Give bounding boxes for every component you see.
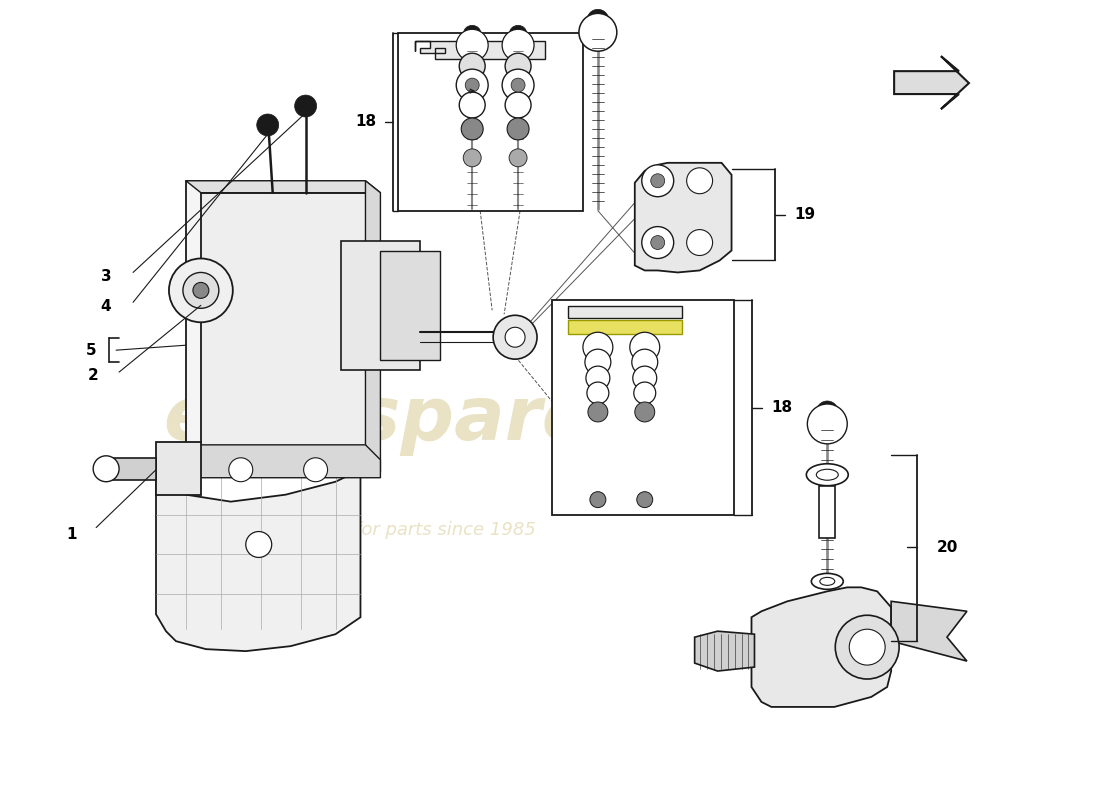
Circle shape xyxy=(94,456,119,482)
Text: 18: 18 xyxy=(771,401,792,415)
Circle shape xyxy=(637,492,652,508)
Circle shape xyxy=(686,168,713,194)
Circle shape xyxy=(493,315,537,359)
Circle shape xyxy=(835,615,899,679)
Polygon shape xyxy=(894,56,969,109)
Circle shape xyxy=(502,69,534,101)
Circle shape xyxy=(456,30,488,61)
Circle shape xyxy=(651,174,664,188)
Text: 1: 1 xyxy=(66,527,77,542)
Text: a passion for parts since 1985: a passion for parts since 1985 xyxy=(264,521,537,538)
Circle shape xyxy=(505,92,531,118)
Polygon shape xyxy=(365,181,381,472)
Text: 18: 18 xyxy=(355,114,376,130)
Circle shape xyxy=(630,332,660,362)
Circle shape xyxy=(183,273,219,308)
Circle shape xyxy=(459,54,485,79)
Circle shape xyxy=(631,349,658,375)
Polygon shape xyxy=(201,193,381,472)
Polygon shape xyxy=(381,250,440,360)
Circle shape xyxy=(505,327,525,347)
Polygon shape xyxy=(156,442,201,494)
Bar xyxy=(398,34,583,210)
Ellipse shape xyxy=(820,578,835,586)
Circle shape xyxy=(304,458,328,482)
Circle shape xyxy=(502,30,534,61)
Polygon shape xyxy=(186,445,381,478)
Circle shape xyxy=(507,118,529,140)
Circle shape xyxy=(641,226,673,258)
Polygon shape xyxy=(635,163,732,273)
Circle shape xyxy=(192,282,209,298)
Polygon shape xyxy=(341,241,420,370)
Bar xyxy=(820,486,835,538)
Polygon shape xyxy=(111,458,156,480)
Text: 3: 3 xyxy=(101,269,111,284)
Text: 4: 4 xyxy=(101,299,111,314)
Circle shape xyxy=(465,78,480,92)
Text: 2: 2 xyxy=(88,367,99,382)
Polygon shape xyxy=(186,181,381,193)
Text: 20: 20 xyxy=(936,540,958,555)
Circle shape xyxy=(583,332,613,362)
Text: eurospares: eurospares xyxy=(163,383,638,457)
Text: 19: 19 xyxy=(795,207,816,222)
Text: 5: 5 xyxy=(86,342,97,358)
Bar xyxy=(552,300,734,514)
Ellipse shape xyxy=(812,574,844,590)
Circle shape xyxy=(579,14,617,51)
Ellipse shape xyxy=(806,464,848,486)
Circle shape xyxy=(229,458,253,482)
Circle shape xyxy=(849,630,886,665)
Circle shape xyxy=(807,404,847,444)
Circle shape xyxy=(587,402,608,422)
Polygon shape xyxy=(156,470,361,651)
Polygon shape xyxy=(568,306,682,318)
Polygon shape xyxy=(891,602,967,661)
Circle shape xyxy=(587,10,609,31)
Circle shape xyxy=(509,149,527,167)
Circle shape xyxy=(651,235,664,250)
Circle shape xyxy=(245,531,272,558)
Circle shape xyxy=(456,69,488,101)
Circle shape xyxy=(509,26,527,43)
Polygon shape xyxy=(694,631,755,671)
Polygon shape xyxy=(751,587,891,707)
Ellipse shape xyxy=(816,470,838,480)
Circle shape xyxy=(641,165,673,197)
Circle shape xyxy=(461,118,483,140)
Circle shape xyxy=(686,230,713,255)
Circle shape xyxy=(169,258,233,322)
Circle shape xyxy=(587,382,609,404)
Circle shape xyxy=(590,492,606,508)
Circle shape xyxy=(256,114,278,136)
Polygon shape xyxy=(568,320,682,334)
Circle shape xyxy=(634,382,656,404)
Circle shape xyxy=(635,402,654,422)
Circle shape xyxy=(512,78,525,92)
Circle shape xyxy=(816,401,838,423)
Circle shape xyxy=(463,26,481,43)
Polygon shape xyxy=(186,181,365,460)
Circle shape xyxy=(295,95,317,117)
Circle shape xyxy=(505,54,531,79)
Polygon shape xyxy=(416,42,544,59)
Circle shape xyxy=(463,149,481,167)
Circle shape xyxy=(632,366,657,390)
Circle shape xyxy=(459,92,485,118)
Circle shape xyxy=(586,366,609,390)
Circle shape xyxy=(585,349,611,375)
